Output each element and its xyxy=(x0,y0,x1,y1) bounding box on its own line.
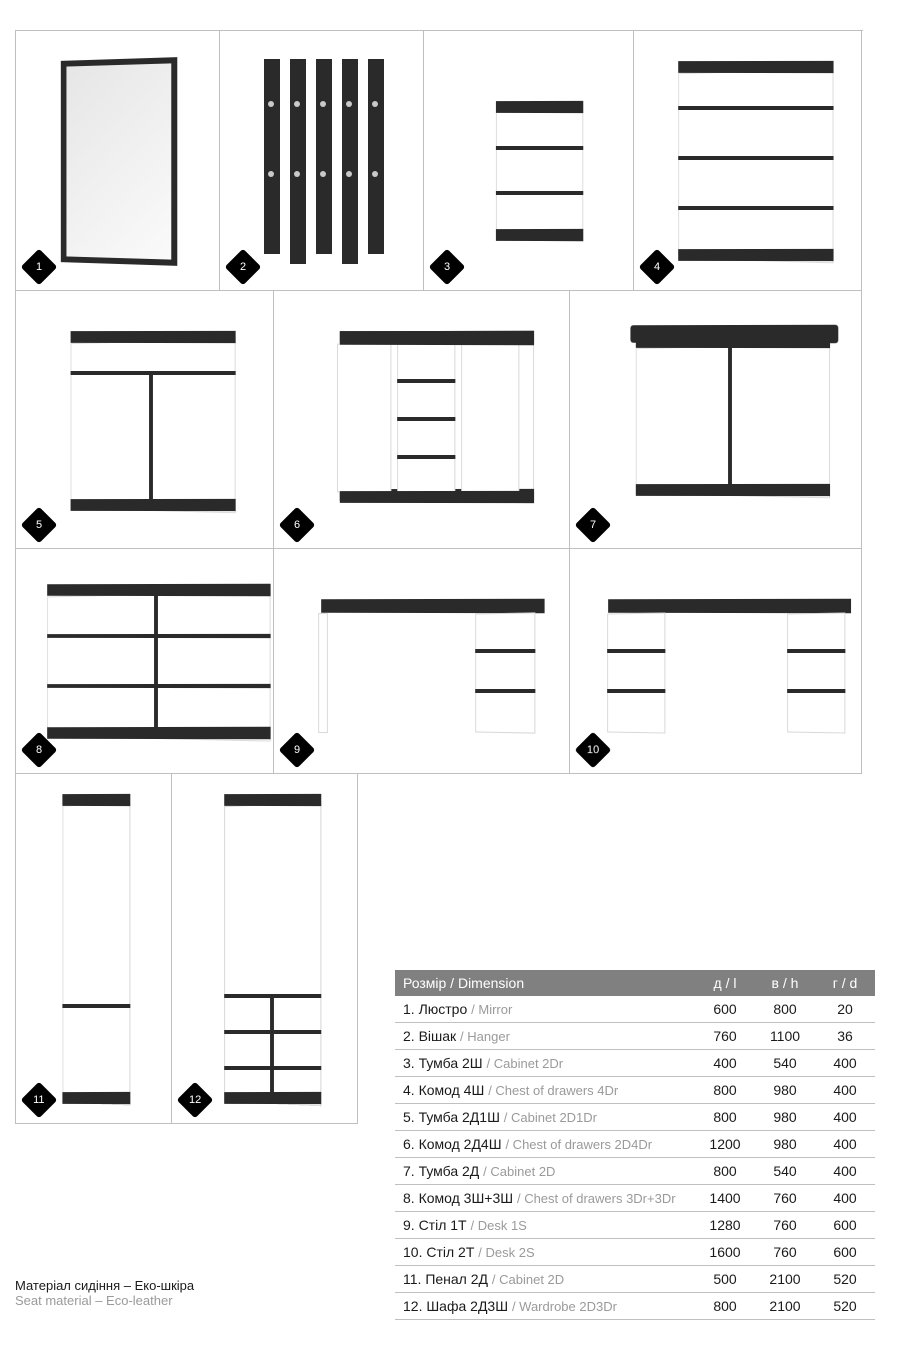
table-row: 5. Тумба 2Д1Ш / Cabinet 2D1Dr800980400 xyxy=(395,1104,875,1131)
furniture-tall_cabinet xyxy=(16,774,171,1123)
table-row: 1. Люстро / Mirror60080020 xyxy=(395,996,875,1023)
grid-cell-6: 6 xyxy=(274,291,570,549)
grid-cell-5: 5 xyxy=(16,291,274,549)
note-uk: Матеріал сидіння – Еко-шкіра xyxy=(15,1278,194,1293)
furniture-chest_4drawer xyxy=(634,31,861,290)
dimension-table: Розмір / Dimensionд / lв / hг / d1. Люст… xyxy=(395,970,875,1320)
furniture-hanger xyxy=(220,31,423,290)
table-row: 10. Стіл 2Т / Desk 2S1600760600 xyxy=(395,1239,875,1266)
grid-cell-12: 12 xyxy=(172,774,358,1124)
grid-cell-1: 1 xyxy=(16,31,220,291)
grid-cell-4: 4 xyxy=(634,31,862,291)
note-en: Seat material – Eco-leather xyxy=(15,1293,194,1308)
table-row: 9. Стіл 1Т / Desk 1S1280760600 xyxy=(395,1212,875,1239)
table-row: 8. Комод 3Ш+3Ш / Chest of drawers 3Dr+3D… xyxy=(395,1185,875,1212)
furniture-chest_2d4dr xyxy=(274,291,569,548)
furniture-cabinet_small_2drawer xyxy=(424,31,633,290)
furniture-desk_1s xyxy=(274,549,569,773)
furniture-mirror xyxy=(16,31,219,290)
furniture-cabinet_2d_bench xyxy=(570,291,861,548)
table-row: 12. Шафа 2Д3Ш / Wardrobe 2D3Dr8002100520 xyxy=(395,1293,875,1320)
grid-cell-7: 7 xyxy=(570,291,862,549)
grid-cell-9: 9 xyxy=(274,549,570,774)
seat-material-note: Матеріал сидіння – Еко-шкіра Seat materi… xyxy=(15,1278,194,1308)
furniture-chest_3plus3 xyxy=(16,549,273,773)
grid-cell-11: 11 xyxy=(16,774,172,1124)
product-grid: 123456789101112 xyxy=(15,30,863,1124)
table-row: 2. Вішак / Hanger760110036 xyxy=(395,1023,875,1050)
furniture-wardrobe xyxy=(172,774,357,1123)
table-header: Розмір / Dimensionд / lв / hг / d xyxy=(395,970,875,996)
grid-cell-3: 3 xyxy=(424,31,634,291)
table-row: 4. Комод 4Ш / Chest of drawers 4Dr800980… xyxy=(395,1077,875,1104)
grid-cell-8: 8 xyxy=(16,549,274,774)
table-row: 7. Тумба 2Д / Cabinet 2D800540400 xyxy=(395,1158,875,1185)
page: 123456789101112 Розмір / Dimensionд / lв… xyxy=(15,30,900,1330)
grid-cell-2: 2 xyxy=(220,31,424,291)
furniture-cabinet_2d1dr xyxy=(16,291,273,548)
furniture-desk_2s xyxy=(570,549,861,773)
grid-cell-10: 10 xyxy=(570,549,862,774)
table-row: 6. Комод 2Д4Ш / Chest of drawers 2D4Dr12… xyxy=(395,1131,875,1158)
table-row: 11. Пенал 2Д / Cabinet 2D5002100520 xyxy=(395,1266,875,1293)
table-row: 3. Тумба 2Ш / Cabinet 2Dr400540400 xyxy=(395,1050,875,1077)
